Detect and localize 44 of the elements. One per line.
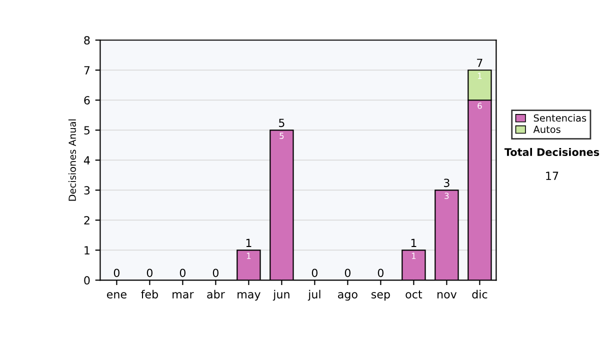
total-label: 7: [477, 58, 482, 67]
data-label: 1: [246, 252, 251, 259]
total-label: 0: [114, 268, 120, 278]
x-tick-label: ago: [338, 292, 358, 301]
x-tick-label: oct: [406, 290, 422, 298]
y-axis-title: Decisiones Anual: [68, 119, 76, 201]
total-label: 0: [212, 268, 218, 278]
data-label: 6: [478, 102, 482, 109]
y-tick-label: 8: [84, 36, 90, 44]
x-tick-label: ene: [106, 292, 126, 298]
total-label: 0: [312, 268, 318, 278]
y-tick-label: 2: [84, 216, 90, 224]
total-label: 3: [444, 178, 450, 188]
total-label: 0: [146, 268, 152, 278]
data-label: 1: [412, 252, 416, 259]
y-tick-label: 3: [84, 186, 90, 195]
y-tick-label: 5: [84, 126, 90, 135]
total-label: 0: [344, 268, 350, 278]
x-tick-label: jun: [272, 290, 290, 301]
total-label: 1: [246, 238, 252, 247]
x-tick-label: sep: [371, 292, 390, 301]
y-tick-label: 4: [84, 156, 90, 164]
x-tick-label: jul: [308, 290, 320, 301]
total-label: 0: [180, 268, 186, 278]
x-tick-label: may: [238, 292, 260, 301]
x-tick-label: feb: [141, 290, 158, 298]
x-tick-label: dic: [472, 290, 488, 298]
y-tick-label: 1: [84, 246, 90, 254]
total-label: 0: [378, 268, 384, 278]
y-tick-label: 0: [84, 276, 90, 285]
x-tick-label: mar: [172, 292, 194, 298]
total-label: 1: [411, 238, 416, 247]
data-label: 3: [444, 192, 449, 199]
data-label: 1: [478, 72, 482, 79]
y-tick-label: 7: [84, 66, 90, 74]
data-label: 5: [280, 132, 284, 139]
y-tick-label: 6: [84, 96, 90, 105]
text: 17: [546, 172, 558, 180]
total-label: 5: [279, 118, 284, 128]
legend-label: Sentencias: [534, 114, 586, 122]
x-tick-label: nov: [438, 292, 457, 298]
legend-label: Autos: [533, 126, 560, 134]
text: Total Decisiones: [504, 148, 600, 156]
x-tick-label: abr: [207, 290, 225, 298]
